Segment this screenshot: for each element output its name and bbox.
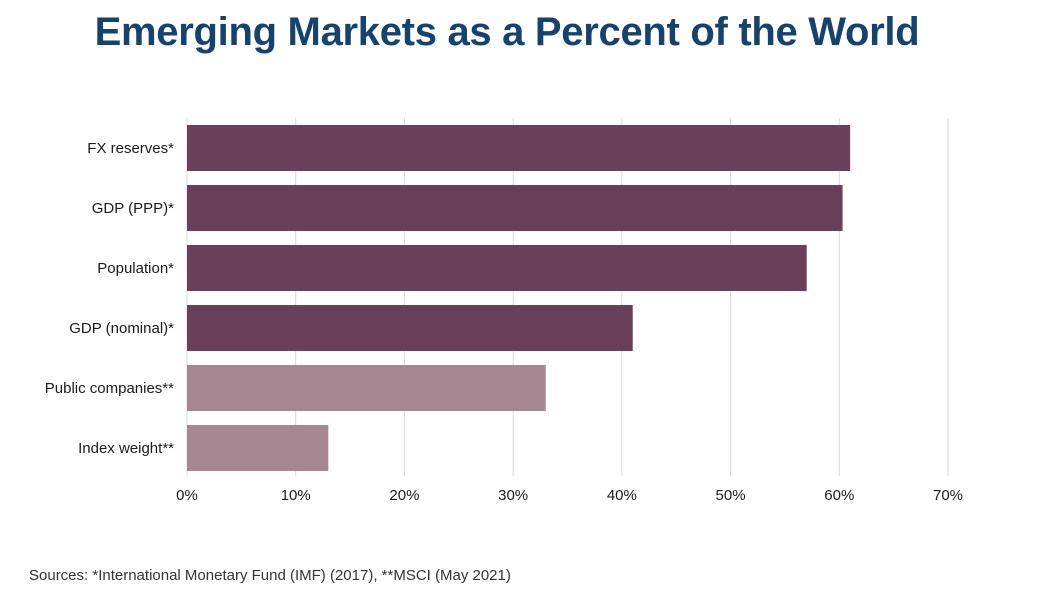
bar [187, 425, 329, 471]
x-tick-label: 20% [389, 487, 419, 504]
bar [187, 365, 546, 411]
category-label: GDP (nominal)* [69, 320, 174, 337]
bars [187, 125, 851, 471]
x-tick-label: 40% [607, 487, 637, 504]
x-tick-label: 60% [824, 487, 854, 504]
source-note: Sources: *International Monetary Fund (I… [29, 567, 511, 584]
bar [187, 245, 807, 291]
x-tick-label: 0% [176, 487, 198, 504]
category-label: Public companies** [45, 380, 174, 397]
x-tick-labels: 0% 10% 20% 30% 40% 50% 60% 70% [176, 487, 963, 504]
chart-title: Emerging Markets as a Percent of the Wor… [94, 10, 920, 54]
x-tick-label: 30% [498, 487, 528, 504]
x-tick-label: 70% [933, 487, 963, 504]
x-tick-label: 50% [716, 487, 746, 504]
bar-chart: FX reserves* GDP (PPP)* Population* GDP (no… [45, 118, 963, 504]
bar [187, 305, 633, 351]
category-label: Population* [97, 260, 174, 277]
bar [187, 125, 851, 171]
category-label: FX reserves* [87, 140, 174, 157]
category-labels: FX reserves* GDP (PPP)* Population* GDP (no… [45, 140, 174, 457]
category-label: Index weight** [78, 440, 174, 457]
category-label: GDP (PPP)* [92, 200, 174, 217]
grid-lines [186, 118, 949, 476]
bar [187, 185, 843, 231]
x-tick-label: 10% [281, 487, 311, 504]
